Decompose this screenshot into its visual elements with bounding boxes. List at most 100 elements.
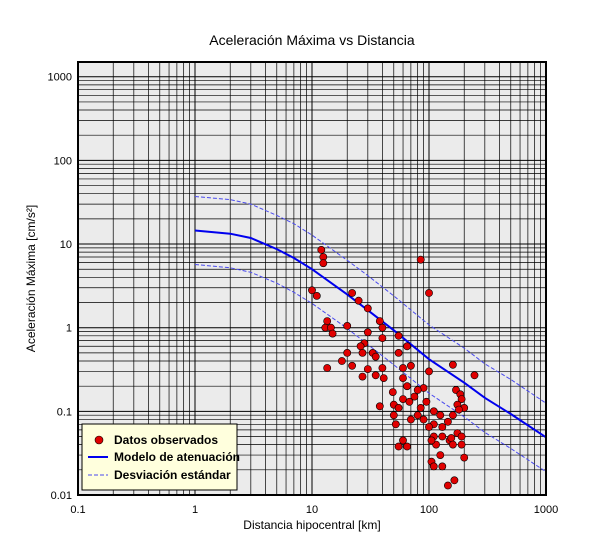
x-tick-label: 1 — [192, 504, 198, 516]
y-tick-label: 100 — [54, 155, 72, 167]
data-point — [406, 361, 415, 370]
data-point — [443, 481, 452, 490]
data-point — [378, 334, 387, 342]
data-point — [358, 372, 367, 381]
data-point — [363, 365, 372, 373]
tick-labels: 0.1 1 10 100 1000 0.01 0.1 1 10 100 1000 — [48, 72, 559, 516]
data-point — [391, 420, 400, 429]
y-tick-label: 10 — [60, 239, 72, 251]
data-point — [436, 451, 445, 459]
data-point — [443, 417, 452, 426]
y-tick-label: 1000 — [48, 72, 72, 84]
data-point — [394, 331, 403, 340]
data-point — [436, 411, 445, 420]
data-point — [460, 453, 469, 462]
data-point — [328, 329, 337, 338]
data-point — [375, 317, 384, 325]
y-tick-label: 1 — [66, 323, 72, 335]
data-point — [343, 348, 352, 357]
data-point — [448, 440, 457, 449]
legend-marker-observed — [94, 435, 104, 445]
data-point — [371, 352, 380, 361]
data-point — [457, 432, 466, 441]
points-layer — [308, 245, 479, 490]
stddev-upper-line — [194, 196, 547, 404]
data-point — [323, 364, 332, 372]
data-point — [413, 386, 422, 394]
data-point — [323, 317, 332, 325]
y-tick-label: 0.01 — [51, 490, 72, 502]
data-point — [457, 440, 466, 449]
data-point — [371, 371, 380, 380]
data-point — [416, 255, 425, 264]
data-point — [438, 432, 447, 441]
data-point — [337, 357, 346, 365]
chart-title: Aceleración Máxima vs Distancia — [209, 32, 415, 48]
data-point — [394, 403, 403, 412]
grid — [77, 62, 546, 496]
data-point — [410, 392, 419, 401]
data-point — [354, 296, 363, 305]
x-axis-label: Distancia hipocentral [km] — [243, 518, 380, 532]
data-point — [438, 423, 447, 431]
data-point — [454, 405, 463, 414]
data-point — [356, 342, 365, 351]
data-point — [457, 395, 466, 403]
data-point — [406, 415, 415, 424]
x-tick-label: 1000 — [534, 504, 558, 516]
data-point — [358, 348, 367, 357]
data-point — [470, 371, 479, 380]
data-point — [448, 411, 457, 420]
data-point — [312, 291, 321, 300]
data-point — [389, 411, 398, 420]
data-point — [413, 411, 422, 420]
data-point — [379, 374, 388, 382]
data-point — [319, 259, 328, 268]
data-point — [447, 434, 456, 442]
data-point — [348, 289, 356, 297]
data-point — [363, 304, 372, 313]
data-point — [388, 388, 397, 396]
legend-label-model: Modelo de atenuación — [114, 450, 240, 464]
data-point — [394, 442, 403, 451]
data-point — [450, 476, 459, 485]
y-axis-label: Aceleración Máxima [cm/s²] — [24, 205, 38, 352]
x-tick-label: 10 — [306, 504, 318, 516]
data-point — [399, 374, 407, 382]
data-point — [416, 403, 425, 412]
data-point — [403, 442, 411, 451]
data-point — [425, 423, 433, 431]
data-point — [399, 364, 407, 372]
stddev-lower-line — [194, 264, 547, 473]
data-point — [308, 286, 316, 295]
plot-frame — [77, 61, 547, 496]
data-point — [403, 382, 411, 391]
data-point — [343, 321, 352, 330]
data-point — [399, 436, 407, 445]
data-point — [317, 245, 326, 254]
data-point — [427, 436, 436, 445]
legend: Datos observados Modelo de atenuación De… — [81, 423, 240, 491]
data-point — [438, 462, 447, 471]
x-tick-label: 100 — [420, 504, 438, 516]
data-point — [348, 361, 356, 370]
legend-label-observed: Datos observados — [114, 433, 218, 447]
data-point — [363, 328, 372, 337]
data-point — [403, 342, 411, 351]
data-point — [419, 415, 428, 424]
data-point — [375, 402, 384, 411]
data-point — [394, 348, 403, 357]
y-tick-label: 0.1 — [57, 406, 72, 418]
data-point — [425, 367, 433, 376]
data-point — [405, 397, 414, 406]
data-point — [429, 407, 438, 416]
x-tick-label: 0.1 — [70, 504, 85, 516]
data-point — [422, 397, 431, 406]
legend-label-stddev: Desviación estándar — [114, 468, 231, 482]
data-point — [425, 289, 433, 297]
data-point — [429, 462, 438, 471]
data-point — [378, 323, 387, 332]
data-point — [448, 360, 457, 369]
data-point — [378, 364, 387, 372]
